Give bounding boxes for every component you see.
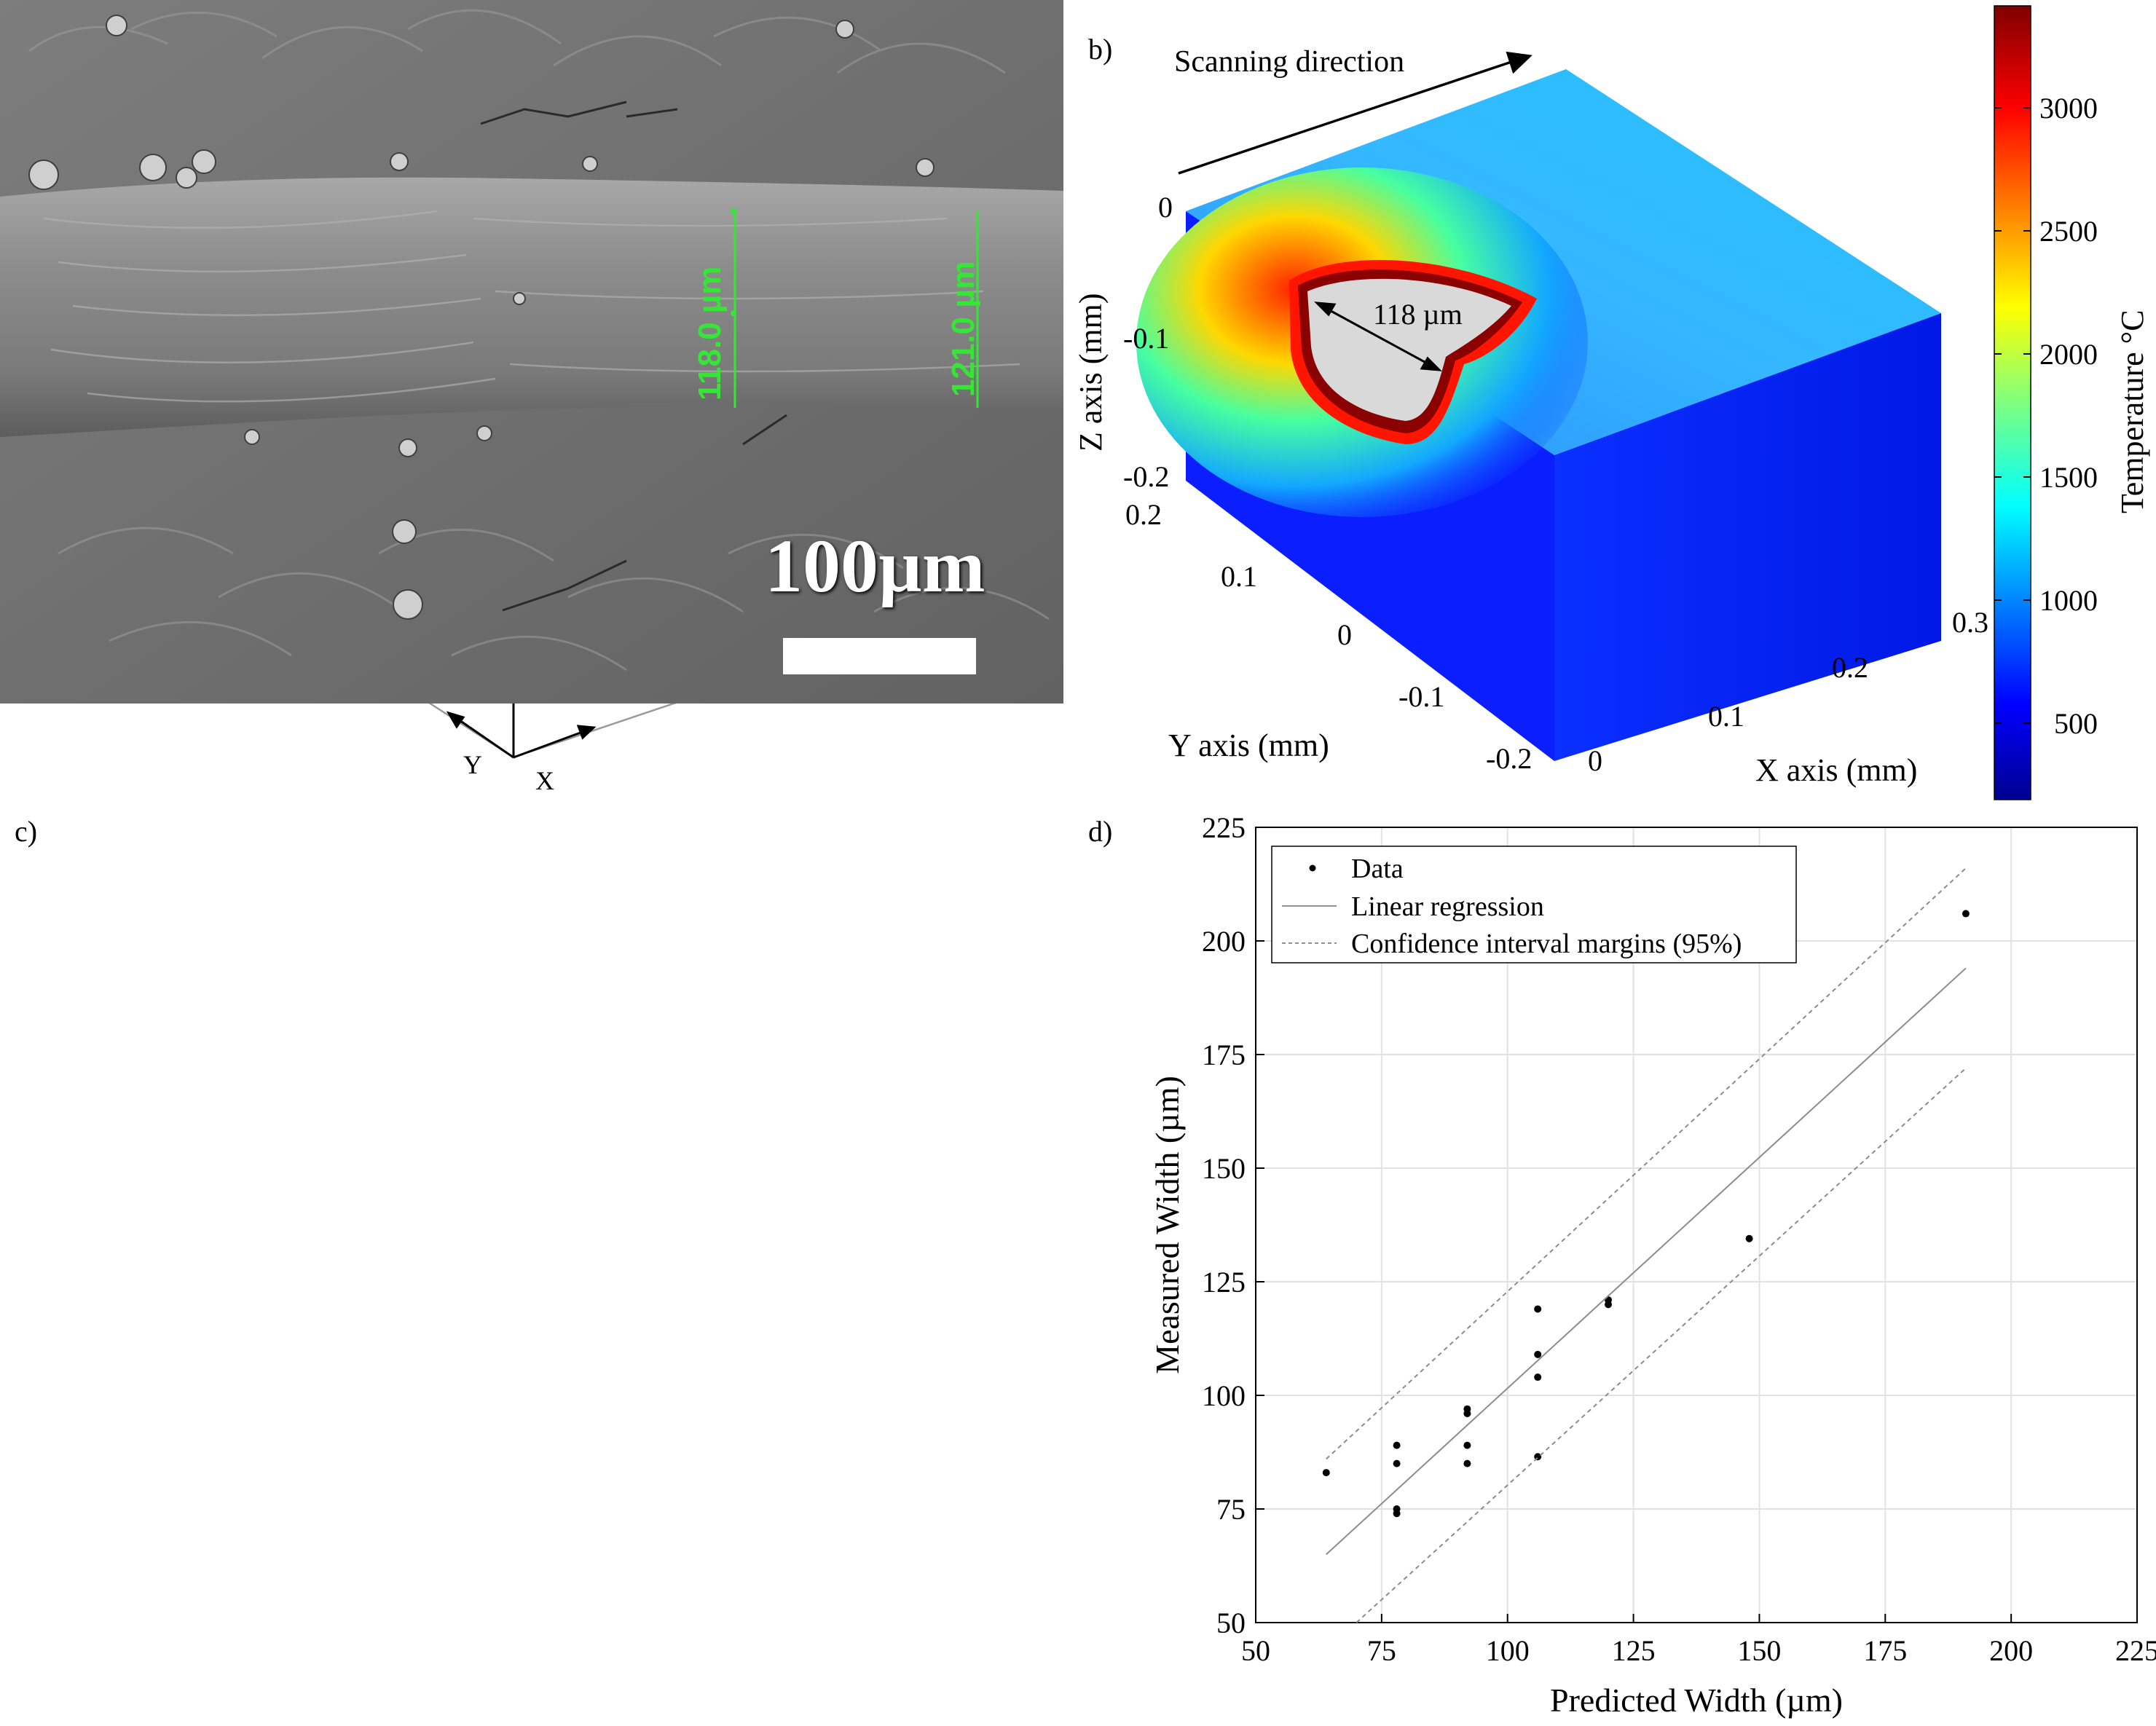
data-point-16 — [1962, 910, 1970, 918]
melt-width-arrow — [1314, 302, 1442, 371]
y-tick-label-5: 175 — [1202, 1039, 1246, 1071]
data-point-15 — [1745, 1234, 1753, 1242]
colorbar-label: Temperature °C — [2114, 310, 2150, 513]
track-striations — [43, 210, 1020, 403]
data-point-8 — [1463, 1459, 1471, 1467]
melt-pool-region — [1307, 278, 1511, 421]
cube-top-face — [1186, 69, 1941, 455]
y-tick-1: 0.1 — [1221, 560, 1257, 593]
x-axis-label: Predicted Width (µm) — [1550, 1682, 1843, 1719]
y-tick-label-1: 75 — [1216, 1493, 1246, 1526]
x-tick-label-6: 200 — [1989, 1634, 2033, 1667]
x-tick-label-3: 125 — [1612, 1634, 1656, 1667]
legend-regression: Linear regression — [1351, 891, 1544, 922]
legend-ci: Confidence interval margins (95%) — [1351, 929, 1742, 959]
cracks — [480, 101, 787, 612]
y-tick-label-2: 100 — [1202, 1379, 1246, 1412]
data-point-10 — [1534, 1350, 1542, 1358]
cube-right-face — [1554, 313, 1941, 761]
y-axis-label: Measured Width (µm) — [1149, 1076, 1186, 1374]
melt-width-label: 118 µm — [1373, 298, 1463, 331]
z-tick-1: -0.1 — [1123, 322, 1169, 355]
data-point-0 — [1322, 1469, 1330, 1477]
legend-data-marker — [1309, 864, 1316, 872]
confidence-line-2 — [1326, 867, 1967, 1460]
x-tick-0: 0 — [1588, 744, 1602, 777]
data-point-9 — [1534, 1305, 1542, 1313]
spatter-particles — [28, 15, 935, 620]
y-tick-label-4: 150 — [1202, 1152, 1246, 1185]
x-tick-1: 0.1 — [1708, 700, 1744, 733]
colorbar-tick-5: 500 — [2054, 707, 2098, 740]
x-tick-2: 0.2 — [1832, 651, 1868, 684]
colorbar-ticks — [1994, 107, 2031, 724]
measurement-2: 121.0 µm — [945, 261, 981, 397]
y-tick-2: 0 — [1337, 618, 1352, 651]
data-point-11 — [1534, 1374, 1542, 1382]
x-tick-label-4: 150 — [1737, 1634, 1781, 1667]
series — [1322, 867, 1970, 1623]
colorbar-tick-0: 3000 — [2039, 92, 2098, 125]
sem-micrograph: 118.0 µm 121.0 µm 100µm — [0, 0, 1063, 704]
y-axis-label: Y axis (mm) — [1168, 728, 1329, 763]
x-tick-3: 0.3 — [1952, 606, 1988, 639]
y-tick-4: -0.2 — [1486, 742, 1532, 775]
x-tick-label-2: 100 — [1486, 1634, 1530, 1667]
y-tick-3: -0.1 — [1398, 680, 1444, 713]
measurement-1: 118.0 µm — [692, 266, 728, 401]
axis-ticks: 50 75 100 125 150 175 200 225 50 75 100 125 150 175 20… — [1202, 811, 2156, 1667]
panel-b-label: b) — [1088, 33, 1113, 66]
confidence-line-3 — [1356, 1067, 1967, 1623]
y-tick-label-7: 225 — [1202, 811, 1246, 844]
z-axis-label: Z axis (mm) — [1073, 293, 1109, 452]
x-tick-label-5: 175 — [1863, 1634, 1907, 1667]
y-tick-label-3: 125 — [1202, 1266, 1246, 1299]
axis-y-label: Y — [463, 750, 482, 779]
data-point-4 — [1393, 1510, 1401, 1518]
axis-x-label: X — [535, 766, 554, 795]
scan-direction-label: Scanning direction — [1174, 45, 1404, 79]
panel-b-thermal-plot: 118 µm Scanning direction 0 -0.1 -0.2 Z … — [1073, 5, 2150, 800]
y-tick-label-6: 200 — [1202, 925, 1246, 958]
panel-c-label: c) — [15, 815, 38, 848]
colorbar — [1994, 5, 2031, 800]
legend-box — [1271, 846, 1797, 964]
scale-bar-label: 100µm — [765, 524, 985, 608]
x-tick-label-0: 50 — [1241, 1634, 1270, 1667]
data-point-1 — [1393, 1441, 1401, 1449]
weld-track — [0, 177, 1063, 437]
data-point-14 — [1605, 1301, 1612, 1309]
colorbar-tick-1: 2500 — [2039, 215, 2098, 248]
colorbar-tick-4: 1000 — [2039, 584, 2098, 617]
y-tick-label-0: 50 — [1216, 1607, 1246, 1639]
plot-frame — [1255, 827, 2138, 1623]
scan-direction-arrow — [1178, 51, 1533, 175]
y-tick-0: 0.2 — [1125, 498, 1162, 531]
sem-texture — [0, 0, 1063, 704]
x-tick-label-7: 225 — [2115, 1634, 2156, 1667]
data-point-6 — [1463, 1409, 1471, 1417]
z-tick-0: 0 — [1158, 191, 1173, 224]
panel-d-label: d) — [1088, 815, 1113, 848]
legend-data: Data — [1351, 854, 1404, 884]
x-tick-label-1: 75 — [1367, 1634, 1396, 1667]
colorbar-tick-3: 1500 — [2039, 461, 2098, 494]
z-tick-2: -0.2 — [1123, 460, 1169, 493]
data-point-2 — [1393, 1459, 1401, 1467]
scale-bar — [783, 638, 976, 674]
x-axis-label: X axis (mm) — [1755, 752, 1917, 788]
colorbar-tick-2: 2000 — [2039, 338, 2098, 371]
regression-line — [1326, 967, 1967, 1556]
data-point-7 — [1463, 1441, 1471, 1449]
regression-chart: 50 75 100 125 150 175 200 225 50 75 100 125 150 175 20… — [1149, 811, 2156, 1719]
